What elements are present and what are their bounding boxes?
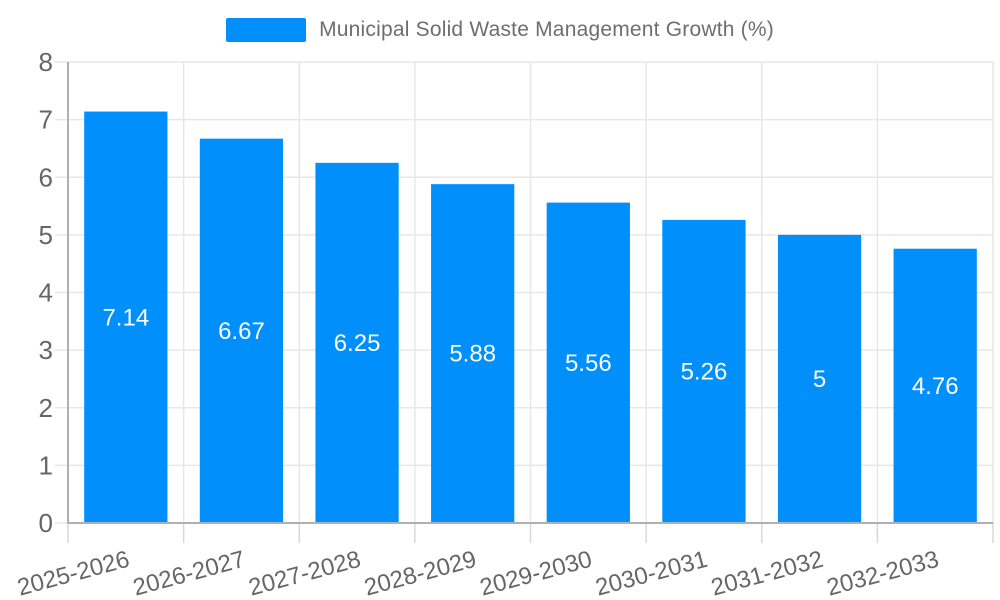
y-axis-tick-label: 6 — [39, 162, 53, 192]
bar-value-label: 4.76 — [912, 373, 959, 400]
y-axis-tick-label: 8 — [39, 47, 53, 77]
x-axis-category-label: 2026-2027 — [130, 546, 248, 600]
x-axis-category-label: 2030-2031 — [593, 546, 711, 600]
x-axis-category-label: 2032-2033 — [824, 546, 942, 600]
bar[interactable] — [546, 202, 630, 524]
bar-value-label: 5.56 — [565, 350, 612, 377]
y-axis-tick-label: 1 — [39, 450, 53, 480]
bar-value-label: 5.88 — [449, 341, 496, 368]
bar[interactable] — [893, 248, 977, 523]
x-axis-category-label: 2029-2030 — [477, 546, 595, 600]
bar-value-label: 5 — [813, 366, 826, 393]
legend-item-waste-growth[interactable]: Municipal Solid Waste Management Growth … — [226, 18, 774, 42]
y-axis-tick-label: 2 — [39, 393, 53, 423]
bar[interactable] — [199, 138, 284, 524]
chart-legend: Municipal Solid Waste Management Growth … — [0, 18, 1000, 42]
legend-marker-icon — [226, 18, 307, 42]
bar-value-label: 5.26 — [681, 358, 728, 385]
y-axis-tick-label: 5 — [39, 220, 53, 250]
plot-area: 0 1 2 3 4 5 6 7 8 7.14 6.67 6.25 5.88 5.56 5.26 5 4.76 20… — [15, 47, 994, 600]
bar[interactable] — [777, 234, 862, 523]
y-axis-tick-label: 7 — [39, 105, 53, 135]
bar-value-label: 7.14 — [102, 304, 149, 331]
legend-label: Municipal Solid Waste Management Growth … — [319, 18, 774, 41]
bar[interactable] — [662, 219, 746, 523]
bar-value-label: 6.67 — [218, 318, 265, 345]
bar[interactable] — [431, 184, 515, 524]
x-axis-category-label: 2027-2028 — [246, 546, 364, 600]
y-axis-tick-label: 0 — [39, 508, 53, 538]
bar-value-label: 6.25 — [334, 330, 381, 357]
bar[interactable] — [315, 162, 399, 523]
x-axis-category-label: 2028-2029 — [361, 546, 479, 600]
y-axis-tick-label: 3 — [39, 335, 53, 365]
bar[interactable] — [84, 111, 168, 524]
y-axis-tick-label: 4 — [39, 278, 53, 308]
x-axis-category-label: 2025-2026 — [15, 546, 133, 600]
x-axis-category-label: 2031-2032 — [708, 546, 826, 600]
